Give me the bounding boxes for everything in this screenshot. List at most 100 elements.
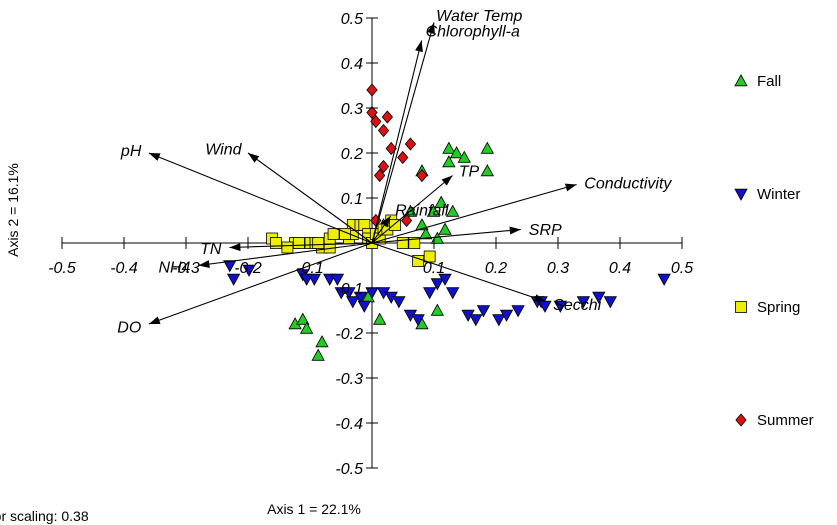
y-tick-label: -0.1	[335, 281, 363, 298]
winter-point	[307, 273, 322, 286]
legend-marker	[734, 188, 748, 201]
winter-point	[499, 309, 514, 322]
y-tick-label: 0.2	[341, 146, 363, 163]
vector-label: SRP	[529, 222, 562, 239]
vector-arrowhead	[381, 216, 391, 228]
vector-tp: TP	[371, 163, 480, 244]
spring-point	[389, 219, 401, 231]
fall-point	[442, 155, 456, 168]
vector-conductivity: Conductivity	[371, 175, 672, 244]
spring-point	[412, 255, 425, 267]
vector-label: Wind	[205, 141, 242, 158]
fall-point	[442, 141, 456, 154]
summer-point	[377, 159, 390, 174]
vector-arrowhead	[148, 316, 161, 325]
x-tick-label: 0.4	[609, 260, 631, 277]
vector-label: NH4	[158, 260, 190, 277]
x-tick-label: -0.3	[172, 260, 200, 277]
vector-do: DO	[117, 242, 373, 337]
vector-chlorophyll-a: Chlorophyll-a	[371, 24, 520, 244]
vector-line	[148, 242, 373, 325]
winter-point	[223, 260, 237, 273]
vector-arrowhead	[229, 243, 241, 252]
vector-nh4: NH4	[158, 242, 373, 277]
winter-point	[226, 273, 241, 286]
legend-marker	[735, 301, 747, 313]
spring-point	[327, 228, 340, 240]
x-tick-label: 0.2	[485, 260, 507, 277]
spring-point	[408, 237, 421, 249]
summer-point	[377, 123, 390, 138]
vector-line	[247, 152, 373, 244]
vector-line	[371, 40, 423, 244]
y-tick-label: 0.3	[341, 101, 363, 118]
legend-label: Winter	[757, 186, 800, 203]
vector-arrowhead	[564, 183, 577, 192]
legend-marker	[735, 413, 747, 427]
fall-point	[446, 204, 460, 217]
vector-label: TN	[200, 241, 222, 258]
winter-point	[438, 273, 452, 286]
vector-label: Chlorophyll-a	[426, 24, 520, 41]
fall-point	[438, 222, 452, 235]
winter-point	[342, 287, 356, 300]
vector-secchi: Secchi	[371, 242, 602, 314]
vector-label: Secchi	[553, 297, 601, 314]
legend-marker	[734, 74, 748, 87]
summer-point	[366, 83, 378, 97]
vector-line	[371, 183, 577, 244]
data-points	[223, 83, 671, 361]
vector-label: Conductivity	[584, 175, 672, 192]
winter-point	[469, 314, 483, 327]
summer-point	[416, 168, 428, 183]
legend: Fall Winter Spring Summer	[734, 73, 814, 429]
spring-point	[269, 237, 282, 249]
spring-point	[281, 241, 294, 254]
y-tick-label: 0.4	[341, 56, 363, 73]
vector-label: pH	[120, 143, 142, 160]
spring-point	[312, 237, 325, 249]
legend-label: Fall	[757, 73, 781, 90]
fall-point	[419, 227, 433, 240]
vector-arrowhead	[441, 175, 453, 186]
fall-point	[373, 312, 387, 325]
y-tick-label: -0.3	[335, 371, 363, 388]
y-tick-label: -0.5	[335, 461, 363, 478]
winter-point	[576, 296, 591, 309]
winter-point	[392, 296, 406, 309]
vector-line	[371, 22, 435, 244]
vector-arrowhead	[198, 260, 210, 269]
vector-line	[148, 152, 373, 244]
summer-point	[385, 141, 397, 156]
vector-line	[229, 242, 373, 249]
y-tick-label: 0.1	[341, 191, 363, 208]
vector-rainfall: Rainfall	[371, 202, 449, 244]
winter-point	[242, 264, 256, 277]
legend-item-spring: Spring	[735, 299, 800, 316]
summer-point	[381, 110, 394, 124]
vector-arrowhead	[509, 226, 521, 235]
winter-point	[411, 314, 425, 327]
y-tick-label: -0.2	[335, 326, 363, 343]
winter-point	[511, 305, 525, 318]
y-tick-label: -0.4	[335, 416, 363, 433]
vector-wind: Wind	[205, 141, 373, 244]
winter-point	[592, 291, 606, 304]
vector-srp: SRP	[371, 222, 562, 244]
winter-point	[446, 287, 460, 300]
winter-point	[553, 300, 568, 313]
x-tick-label: 0.1	[423, 260, 445, 277]
summer-point	[370, 114, 382, 129]
vector-water-temp: Water Temp	[371, 8, 523, 244]
vector-ph: pH	[120, 143, 373, 244]
winter-point	[346, 296, 360, 309]
winter-point	[657, 273, 671, 286]
vector-label: Rainfall	[395, 202, 449, 219]
y-tick-label: 0.5	[341, 11, 363, 28]
vector-line	[371, 242, 546, 303]
x-tick-label: 0.5	[671, 260, 693, 277]
x-tick-label: -0.2	[234, 260, 262, 277]
winter-point	[330, 273, 345, 286]
